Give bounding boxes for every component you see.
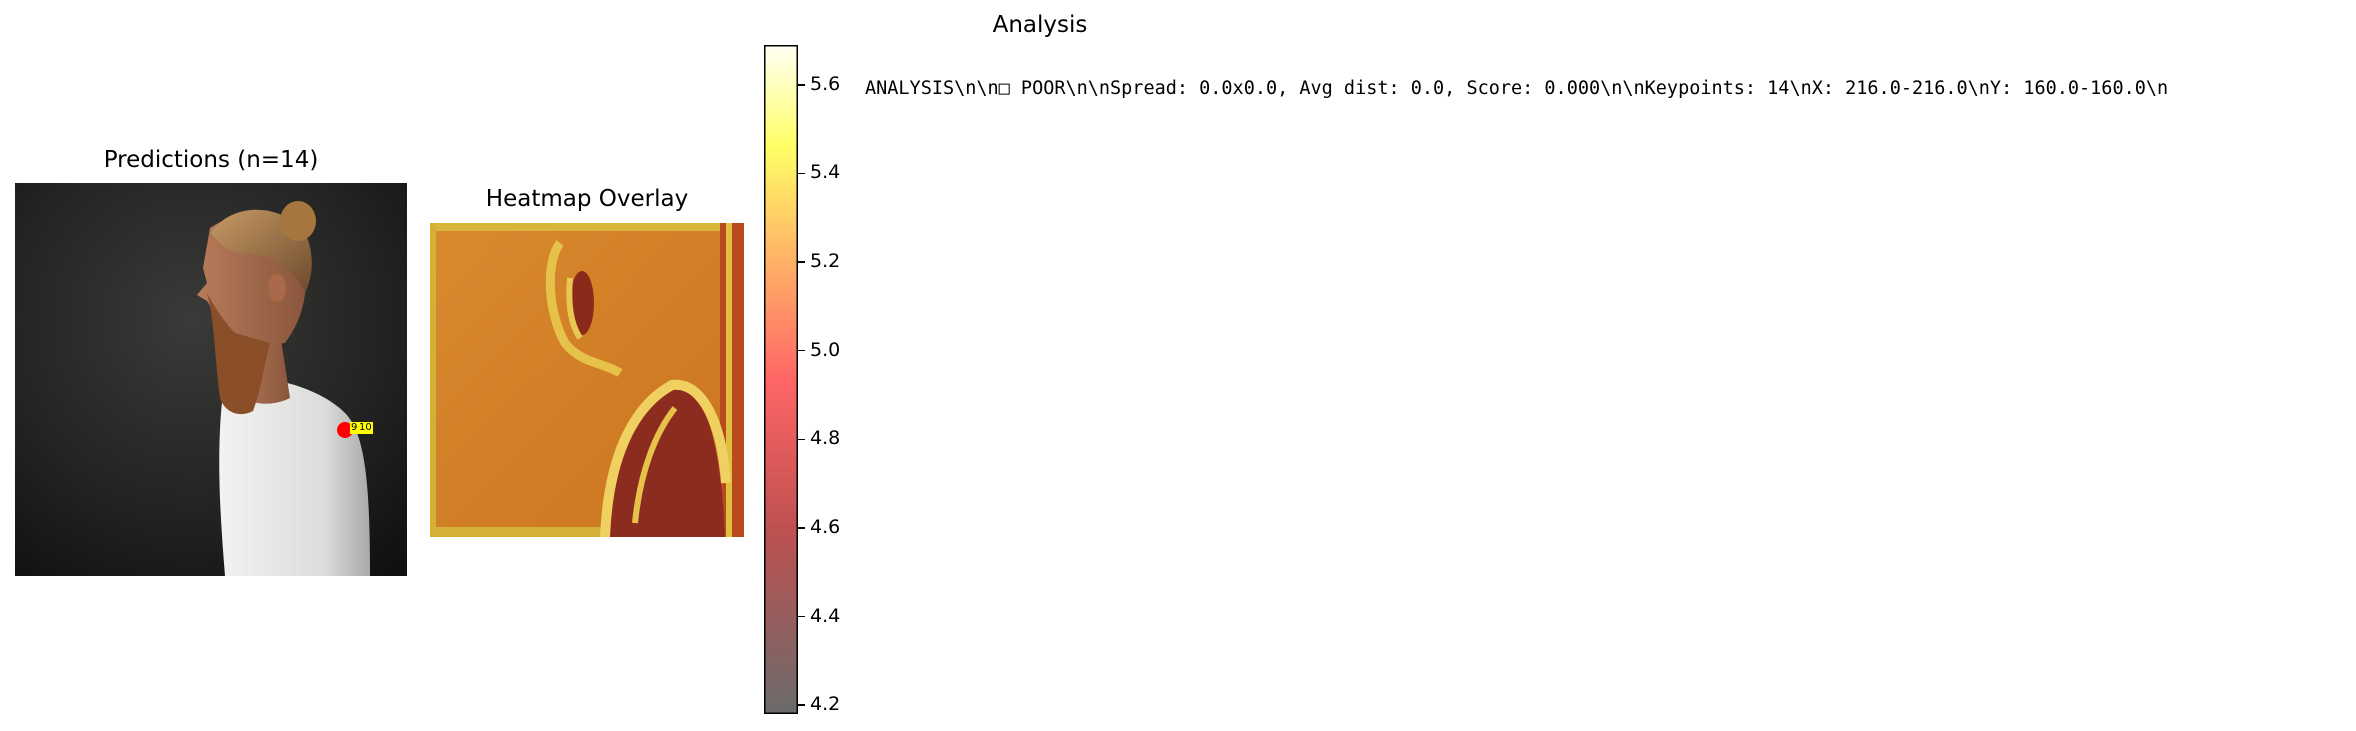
colorbar-tick [798, 615, 805, 618]
colorbar-tick [798, 704, 805, 706]
colorbar-tick [798, 438, 805, 441]
photo-beard [207, 293, 270, 415]
predictions-title: Predictions (n=14) [103, 147, 319, 173]
colorbar-tick-label: 5.2 [810, 250, 841, 273]
colorbar-tick-label: 4.4 [810, 604, 841, 627]
heatmap-torso-edge [600, 379, 731, 537]
analysis-title: Analysis [992, 12, 1088, 38]
colorbar-tick [798, 349, 805, 352]
heatmap-border-bottom [430, 527, 744, 537]
heatmap-head-edge [545, 240, 623, 377]
colorbar-tick-label: 5.6 [810, 72, 841, 95]
keypoint-label-9: 9 [350, 422, 359, 434]
keypoint-label-10: 10 [358, 422, 373, 434]
photo-ear [268, 274, 286, 302]
predictions-image [15, 183, 407, 576]
prediction-keypoint-marker: 9 10 [335, 418, 375, 442]
heatmap-border-top [430, 223, 744, 231]
colorbar-tick-label: 5.0 [810, 338, 841, 361]
heatmap-inner-edge [632, 406, 678, 524]
heatmap-image [430, 223, 744, 537]
colorbar-tick [798, 261, 805, 263]
colorbar-tick-label: 4.6 [810, 515, 841, 538]
colorbar-tick [798, 527, 805, 529]
analysis-text: ANALYSIS\n\n□ POOR\n\nSpread: 0.0x0.0, A… [865, 78, 2169, 99]
keypoint-dot [337, 422, 353, 438]
heatmap-border-left [430, 223, 436, 537]
colorbar-tick-label: 4.8 [810, 427, 841, 450]
photo-shirt [219, 376, 370, 576]
colorbar-gradient [764, 45, 798, 714]
photo-hair-bun [280, 201, 316, 241]
heatmap-dark-ear [570, 271, 594, 335]
heatmap-border-right-line [726, 223, 732, 537]
colorbar [764, 45, 798, 714]
colorbar-tick-label: 4.2 [810, 693, 841, 716]
colorbar-tick-label: 5.4 [810, 161, 841, 184]
heatmap-title: Heatmap Overlay [485, 186, 689, 212]
colorbar-tick [798, 172, 805, 175]
heatmap-ear-edge [566, 277, 583, 340]
colorbar-tick [798, 84, 805, 86]
